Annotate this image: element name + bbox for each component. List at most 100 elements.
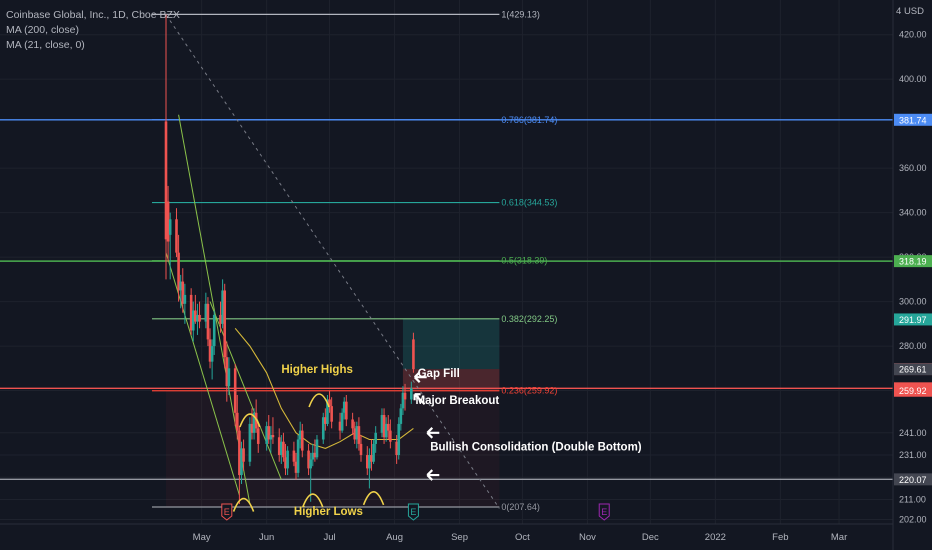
price-label-text: 269.61 [899, 365, 927, 375]
candle [389, 419, 392, 449]
price-tick-label: 211.00 [899, 495, 926, 505]
candle-body [212, 314, 216, 347]
arrow-icon [413, 371, 427, 383]
price-label-text: 220.07 [899, 475, 927, 485]
candle-body [298, 430, 302, 440]
candle [280, 435, 283, 464]
candle [410, 381, 413, 404]
price-label-badge: 259.92 [894, 384, 932, 397]
price-tick-label: 300.00 [899, 297, 927, 307]
price-label-badge: 381.74 [894, 113, 932, 126]
price-tick-label: 420.00 [899, 30, 927, 40]
candle [256, 421, 260, 453]
candle [368, 448, 371, 489]
candle [248, 417, 252, 467]
candle [342, 397, 346, 420]
channel-trendline [209, 301, 282, 480]
fib-level-label: 0.5(318.39) [501, 256, 547, 266]
curve-higher-high-2 [308, 393, 330, 408]
candle-body [374, 432, 377, 444]
candle [179, 274, 182, 309]
candle-body [300, 430, 304, 451]
candle-body [292, 450, 296, 462]
curve-higher-high-1 [239, 413, 261, 428]
candle-body [191, 310, 195, 331]
candle [298, 421, 302, 449]
price-tick-label: 231.00 [899, 450, 927, 460]
candle-body [271, 435, 275, 438]
candle [294, 452, 298, 480]
candle-body [223, 290, 227, 358]
candle-body [359, 443, 363, 456]
channel-trendline [178, 114, 251, 505]
candle [397, 417, 401, 460]
candle [382, 408, 386, 444]
candle [233, 363, 237, 427]
currency-code[interactable]: USD [903, 6, 924, 17]
candle-body [225, 357, 229, 387]
candle-body [206, 303, 210, 340]
time-tick-label: Sep [451, 532, 468, 543]
candle-body [412, 339, 415, 370]
time-tick-label: 2022 [705, 532, 726, 543]
price-tick-label: 241.00 [899, 428, 927, 438]
indicator-ma200-label[interactable]: MA (200, close) [6, 24, 79, 36]
candle-body [196, 314, 199, 322]
candle-body [221, 290, 224, 324]
symbol-title[interactable]: Coinbase Global, Inc., 1D, Cboe BZX [6, 9, 180, 21]
candles [164, 14, 415, 504]
candle [168, 212, 172, 280]
candle-body [384, 423, 388, 438]
candle-body [280, 441, 283, 456]
candle-body [179, 281, 182, 291]
fib-level-label: 0.236(259.92) [501, 386, 557, 396]
candle [372, 439, 375, 464]
indicator-ma21-label[interactable]: MA (21, close, 0) [6, 39, 85, 51]
candle [235, 395, 239, 440]
candle-body [284, 457, 287, 469]
candle-body [368, 455, 371, 469]
price-tick-label: 400.00 [899, 74, 927, 84]
price-label-bg [894, 363, 932, 376]
earnings-marker: E [598, 503, 610, 521]
candle [252, 408, 256, 440]
annotation-text: Gap Fill [418, 368, 460, 380]
candle-body [256, 428, 260, 444]
fib-level-label: 0.786(381.74) [501, 115, 557, 125]
candle [221, 279, 224, 329]
price-label-bg [894, 255, 932, 268]
candle-body [248, 423, 252, 462]
candle [300, 423, 304, 458]
candle-body [311, 452, 315, 460]
price-label-bg [894, 113, 932, 126]
candle [395, 435, 398, 464]
candle-body [250, 423, 254, 433]
candle-body [338, 421, 342, 431]
price-axis-background [893, 0, 932, 550]
candle [191, 301, 195, 342]
arrow-upleft-icon [413, 393, 426, 406]
arrow-left-icon [413, 371, 427, 383]
candle [311, 443, 315, 467]
candle-body [321, 417, 325, 440]
trade-zone-target [402, 318, 500, 370]
candle-body [198, 314, 201, 322]
earnings-marker: E [407, 503, 419, 521]
candle-body [326, 399, 329, 424]
price-tick-label: 360.00 [899, 163, 927, 173]
candle [238, 426, 241, 504]
candle-body [269, 435, 273, 440]
candle [271, 417, 275, 444]
candle [321, 412, 325, 444]
candle-body [389, 430, 392, 442]
candle-body [296, 439, 300, 473]
candle-body [403, 392, 407, 400]
trade-zone-stop [402, 369, 500, 391]
candle [355, 421, 359, 449]
candle [227, 357, 231, 395]
candle [353, 421, 357, 444]
candle-body [189, 294, 193, 331]
candle [326, 395, 329, 427]
candle-body [181, 281, 185, 304]
